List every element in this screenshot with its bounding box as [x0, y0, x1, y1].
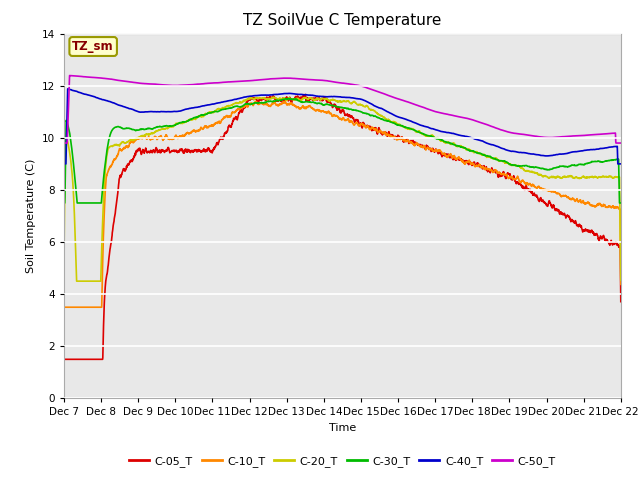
C-30_T [546, 167, 554, 172]
C-50_T [274, 76, 282, 82]
C-30_T [285, 96, 293, 101]
C-50_T [606, 131, 614, 136]
C-10_T [124, 144, 131, 150]
C-40_T [64, 86, 72, 92]
C-20_T [606, 174, 614, 180]
C-20_T [157, 127, 164, 132]
C-40_T [274, 92, 282, 97]
C-30_T [298, 99, 306, 105]
Line: C-20_T: C-20_T [64, 97, 621, 281]
C-05_T [124, 162, 131, 168]
C-40_T [124, 105, 132, 111]
C-40_T [298, 92, 306, 97]
C-40_T [157, 108, 164, 114]
C-10_T [157, 133, 164, 139]
C-50_T [60, 140, 68, 146]
C-05_T [301, 92, 309, 97]
C-50_T [298, 76, 306, 82]
C-40_T [60, 161, 68, 167]
C-20_T [60, 256, 68, 262]
C-10_T [606, 204, 614, 210]
Title: TZ SoilVue C Temperature: TZ SoilVue C Temperature [243, 13, 442, 28]
C-50_T [546, 135, 554, 141]
C-40_T [606, 144, 614, 150]
C-30_T [60, 200, 68, 206]
C-20_T [124, 139, 132, 144]
C-40_T [617, 161, 625, 167]
Line: C-30_T: C-30_T [64, 98, 621, 203]
C-50_T [66, 72, 74, 78]
C-10_T [298, 105, 306, 110]
C-30_T [157, 124, 164, 130]
X-axis label: Time: Time [329, 423, 356, 433]
C-10_T [60, 304, 68, 310]
Legend: C-05_T, C-10_T, C-20_T, C-30_T, C-40_T, C-50_T: C-05_T, C-10_T, C-20_T, C-30_T, C-40_T, … [125, 451, 560, 471]
C-40_T [546, 153, 554, 158]
C-05_T [60, 357, 68, 362]
C-05_T [606, 241, 614, 247]
C-10_T [274, 102, 282, 108]
Y-axis label: Soil Temperature (C): Soil Temperature (C) [26, 159, 36, 273]
C-20_T [617, 277, 625, 283]
C-10_T [546, 188, 554, 194]
C-30_T [606, 157, 614, 163]
C-20_T [270, 95, 278, 100]
C-50_T [157, 82, 164, 87]
Text: TZ_sm: TZ_sm [72, 40, 114, 53]
C-05_T [617, 299, 625, 304]
Line: C-50_T: C-50_T [64, 75, 621, 143]
C-10_T [252, 98, 259, 104]
C-20_T [274, 96, 282, 102]
C-05_T [274, 98, 282, 104]
C-50_T [124, 79, 132, 84]
C-05_T [546, 200, 554, 206]
C-20_T [298, 96, 306, 102]
Line: C-10_T: C-10_T [64, 101, 621, 307]
C-30_T [274, 97, 282, 103]
C-30_T [124, 125, 131, 131]
C-05_T [298, 95, 305, 100]
C-20_T [73, 278, 81, 284]
C-05_T [157, 149, 164, 155]
C-10_T [617, 282, 625, 288]
C-30_T [617, 200, 625, 206]
Line: C-40_T: C-40_T [64, 89, 621, 164]
Line: C-05_T: C-05_T [64, 95, 621, 360]
C-20_T [547, 175, 554, 180]
C-50_T [617, 140, 625, 146]
